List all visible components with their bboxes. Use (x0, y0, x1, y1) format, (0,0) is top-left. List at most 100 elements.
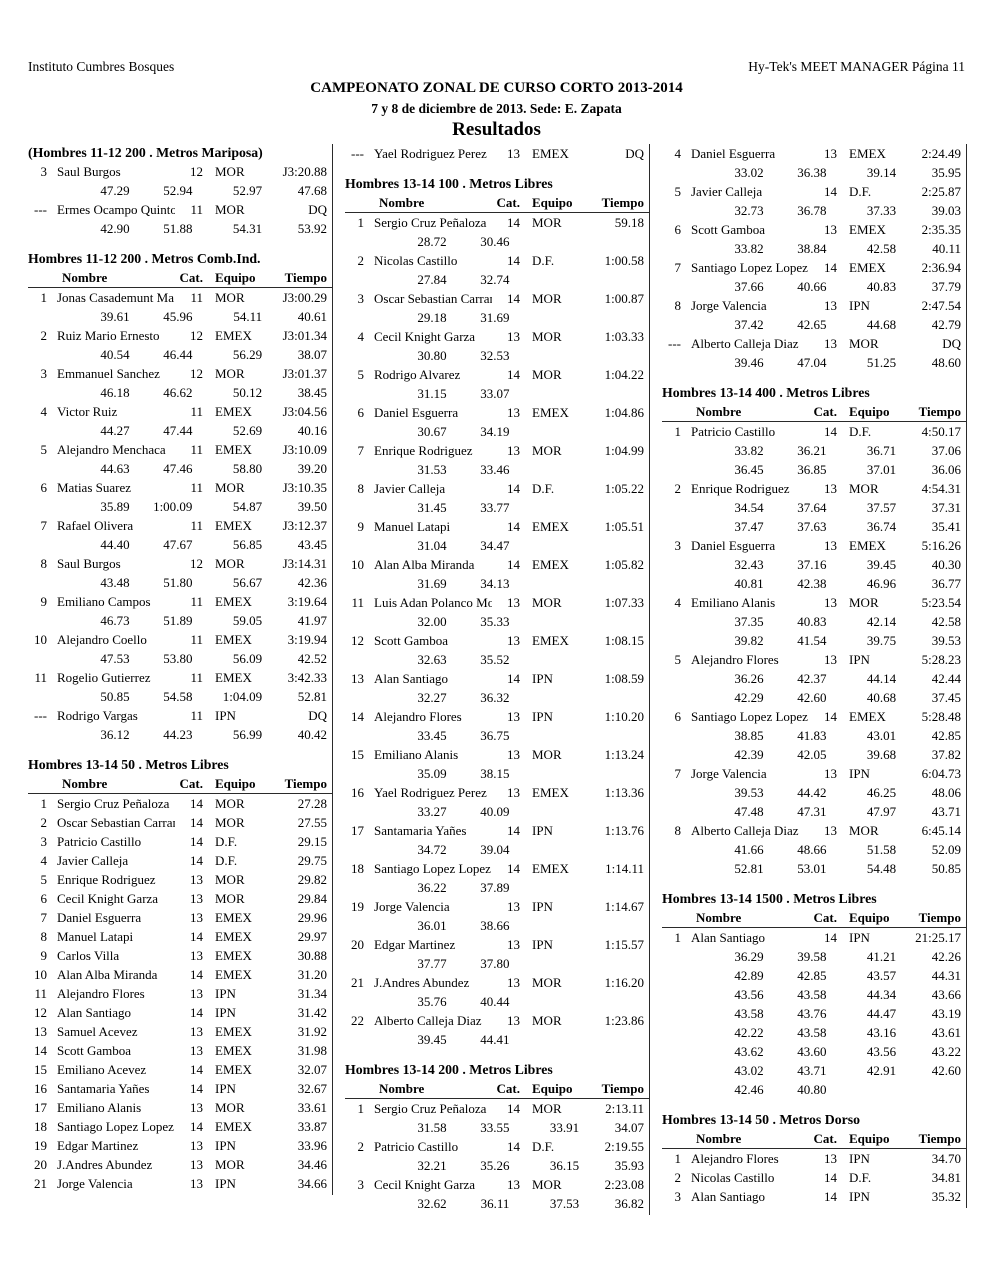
split-value: 43.60 (797, 1044, 827, 1059)
result-row: 3 Oscar Sebastian Carranza 14 MOR 1:00.87 (345, 289, 649, 308)
category-cell: 12 (190, 556, 203, 571)
split-value (509, 612, 579, 631)
split-value: 44.31 (931, 968, 961, 983)
result-row: 2 Enrique Rodriguez 13 MOR 4:54.31 (662, 479, 966, 498)
table-header-row: Nombre Cat. Equipo Tiempo (28, 268, 332, 288)
time-cell: 35.32 (931, 1189, 961, 1204)
split-value: 42.60 (931, 1063, 961, 1078)
splits-row: 34.72 39.04 (345, 840, 649, 859)
swimmer-name: Javier Calleja (57, 853, 129, 868)
split-value: 40.09 (480, 804, 510, 819)
split-value: 38.85 (734, 728, 764, 743)
split-value: 36.21 (797, 443, 827, 458)
split-value: 39.58 (797, 949, 827, 964)
split-value: 31.58 (417, 1120, 447, 1135)
split-value (579, 764, 644, 783)
split-value: 37.89 (480, 880, 510, 895)
time-cell: 6:45.14 (921, 823, 961, 838)
event-title: Hombres 13-14 1500 . Metros Libres (662, 891, 877, 906)
team-cell: EMEX (215, 1062, 252, 1077)
category-cell: 14 (190, 853, 203, 868)
time-cell: 4:50.17 (921, 424, 961, 439)
result-row: 19 Jorge Valencia 13 IPN 1:14.67 (345, 897, 649, 916)
split-value (579, 460, 644, 479)
splits-row: 36.45 36.85 37.01 36.06 (662, 460, 966, 479)
swimmer-name: Ruiz Mario Ernesto (57, 328, 160, 343)
time-cell: 6:04.73 (921, 766, 961, 781)
place-cell: 14 (34, 1043, 47, 1058)
time-cell: 1:16.20 (604, 975, 644, 990)
split-value (579, 346, 644, 365)
split-value: 50.85 (931, 861, 961, 876)
time-cell: J3:04.56 (282, 404, 327, 419)
time-cell: 1:03.33 (604, 329, 644, 344)
splits-row: 29.18 31.69 (345, 308, 649, 327)
splits-row: 44.27 47.44 52.69 40.16 (28, 421, 332, 440)
swimmer-name: Alan Santiago (691, 930, 766, 945)
split-value (579, 840, 644, 859)
meet-date-venue: 7 y 8 de diciembre de 2013. Sede: E. Zap… (371, 101, 622, 116)
swimmer-name: Emmanuel Sanchez (57, 366, 160, 381)
split-value: 43.62 (734, 1044, 764, 1059)
place-cell: 6 (40, 480, 48, 495)
swimmer-name: Patricio Castillo (57, 834, 142, 849)
splits-row: 40.54 46.44 56.29 38.07 (28, 345, 332, 364)
team-cell: EMEX (215, 1024, 252, 1039)
split-value: 50.12 (232, 385, 263, 400)
split-value: 53.01 (797, 861, 827, 876)
category-cell: 12 (190, 164, 203, 179)
place-cell: 11 (351, 595, 364, 610)
event-section: Hombres 13-14 400 . Metros Libres Nombre C… (662, 384, 966, 878)
result-row: 10 Alan Alba Miranda 14 EMEX 1:05.82 (345, 555, 649, 574)
swimmer-name: Cecil Knight Garza (374, 329, 476, 344)
category-cell: 13 (507, 1177, 520, 1192)
split-value: 46.44 (163, 347, 193, 362)
team-cell: MOR (215, 366, 245, 381)
split-value: 38.15 (480, 766, 510, 781)
place-cell: 18 (34, 1119, 47, 1134)
splits-row: 35.89 1:00.09 54.87 39.50 (28, 497, 332, 516)
split-value (509, 764, 579, 783)
category-cell: 13 (507, 785, 520, 800)
team-cell: MOR (532, 975, 562, 990)
result-row: 11 Rogelio Gutierrez 11 EMEX 3:42.33 (28, 668, 332, 687)
team-cell: D.F. (849, 184, 872, 199)
split-value (579, 232, 644, 251)
swimmer-name: Manuel Latapi (57, 929, 134, 944)
splits-row: 39.53 44.42 46.25 48.06 (662, 783, 966, 802)
split-value: 30.67 (417, 424, 447, 439)
swimmer-name: Cecil Knight Garza (57, 891, 159, 906)
splits-row: 32.21 35.26 36.15 35.93 (345, 1156, 649, 1175)
team-cell: D.F. (849, 424, 872, 439)
team-cell: EMEX (215, 948, 252, 963)
result-row: 5 Alejandro Flores 13 IPN 5:28.23 (662, 650, 966, 669)
meet-manager-label: Hy-Tek's MEET MANAGER Página 11 (748, 59, 965, 74)
results-heading: Resultados (452, 119, 541, 140)
place-cell: 20 (34, 1157, 47, 1172)
swimmer-name: Santiago Lopez Lopez (374, 861, 491, 876)
place-cell: 18 (351, 861, 364, 876)
split-value: 34.07 (614, 1120, 644, 1135)
result-row: 18 Santiago Lopez Lopez 14 EMEX 33.87 (28, 1117, 332, 1136)
split-value: 41.66 (734, 842, 764, 857)
result-row: 1 Sergio Cruz Peñaloza 14 MOR 27.28 (28, 794, 332, 813)
category-cell: 14 (507, 1101, 520, 1116)
place-cell: 4 (40, 404, 48, 419)
event-title: (Hombres 11-12 200 . Metros Mariposa) (28, 145, 263, 160)
place-cell: --- (351, 146, 364, 161)
split-value: 42.65 (797, 317, 827, 332)
header-equipo-cell: Equipo (532, 1081, 573, 1096)
splits-row: 35.09 38.15 (345, 764, 649, 783)
split-value: 43.76 (797, 1006, 827, 1021)
splits-row: 32.62 36.11 37.53 36.82 (345, 1194, 649, 1213)
splits-row: 36.26 42.37 44.14 42.44 (662, 669, 966, 688)
result-row: 15 Emiliano Alanis 13 MOR 1:13.24 (345, 745, 649, 764)
place-cell: 13 (351, 671, 364, 686)
split-value: 38.45 (297, 385, 327, 400)
split-value: 36.11 (480, 1196, 510, 1211)
time-cell: J3:01.34 (282, 328, 327, 343)
header-equipo-cell: Equipo (849, 910, 890, 925)
split-value: 44.23 (163, 727, 193, 742)
split-value: 36.82 (614, 1196, 644, 1211)
split-value: 39.68 (866, 747, 897, 762)
